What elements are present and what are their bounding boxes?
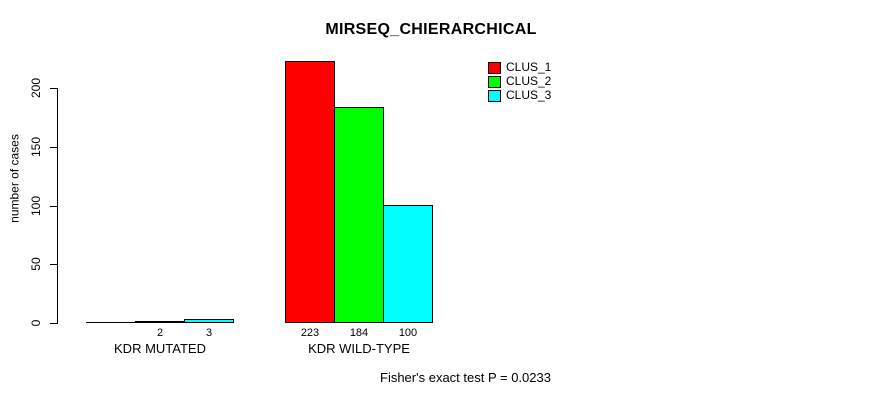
bar-value-label: 3	[205, 327, 213, 339]
bar-value-label: 184	[349, 327, 369, 339]
legend: CLUS_1 CLUS_2 CLUS_3	[488, 61, 551, 103]
legend-entry: CLUS_2	[488, 75, 551, 88]
bar-clus_2-kdr-mutated	[135, 321, 185, 323]
fisher-test-annotation: Fisher's exact test P = 0.0233	[380, 370, 551, 385]
legend-label: CLUS_2	[506, 74, 552, 88]
legend-label: CLUS_3	[506, 88, 552, 102]
legend-label: CLUS_1	[506, 60, 552, 74]
legend-swatch-clus_1	[488, 61, 501, 74]
bar-clus_1-kdr-wild-type	[285, 61, 335, 323]
y-axis-tick	[50, 264, 58, 265]
y-axis-tick-label: 200	[29, 77, 43, 99]
bar-value-label: 100	[398, 327, 418, 339]
chart-title: MIRSEQ_CHIERARCHICAL	[325, 21, 537, 38]
y-axis-tick	[50, 323, 58, 324]
y-axis-tick-label: 0	[29, 319, 43, 327]
y-axis-tick-label: 100	[29, 195, 43, 217]
bar-clus_3-kdr-mutated	[184, 319, 234, 323]
y-axis-tick	[50, 147, 58, 148]
legend-swatch-clus_3	[488, 89, 501, 102]
legend-swatch-clus_2	[488, 75, 501, 88]
bar-value-label: 223	[300, 327, 320, 339]
bar-clus_3-kdr-wild-type	[383, 205, 433, 323]
y-axis-tick	[50, 206, 58, 207]
category-label-kdr-wild-type: KDR WILD-TYPE	[308, 341, 410, 356]
bar-clus_1-kdr-mutated	[86, 322, 136, 323]
category-label-kdr-mutated: KDR MUTATED	[114, 341, 206, 356]
bar-clus_2-kdr-wild-type	[334, 107, 384, 323]
y-axis-tick-label: 50	[29, 257, 43, 271]
y-axis-tick	[50, 88, 58, 89]
legend-entry: CLUS_1	[488, 61, 551, 74]
bar-value-label: 2	[156, 327, 164, 339]
y-axis-tick-label: 150	[29, 136, 43, 158]
legend-entry: CLUS_3	[488, 89, 551, 102]
